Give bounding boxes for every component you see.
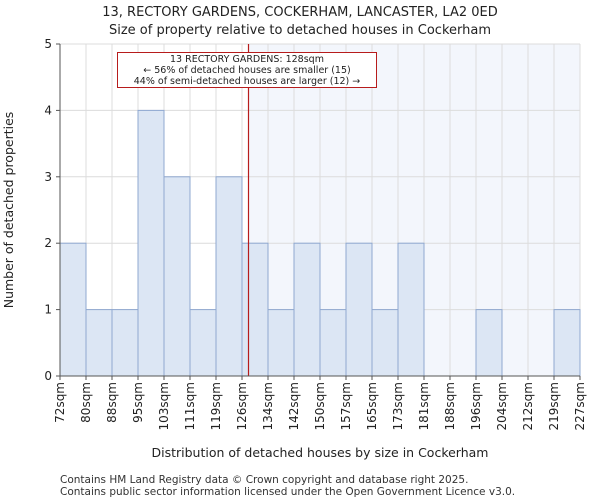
footer-copyright: Contains HM Land Registry data © Crown c… bbox=[60, 474, 469, 486]
bar bbox=[475, 309, 503, 377]
bar bbox=[59, 242, 87, 377]
bar bbox=[163, 176, 191, 377]
x-tick-label: 227sqm bbox=[573, 382, 587, 430]
x-tick-label: 204sqm bbox=[495, 382, 509, 430]
x-tick-label: 165sqm bbox=[365, 382, 379, 430]
bar bbox=[189, 309, 217, 377]
x-tick-label: 126sqm bbox=[235, 382, 249, 430]
x-tick-label: 88sqm bbox=[105, 382, 119, 423]
y-tick-label: 2 bbox=[44, 236, 52, 250]
bar bbox=[215, 176, 243, 377]
bar bbox=[397, 242, 425, 377]
property-annotation-box: 13 RECTORY GARDENS: 128sqm ← 56% of deta… bbox=[117, 52, 377, 88]
bar bbox=[293, 242, 321, 377]
x-tick-label: 150sqm bbox=[313, 382, 327, 430]
chart-title: Size of property relative to detached ho… bbox=[108, 23, 491, 38]
y-tick-label: 5 bbox=[44, 37, 52, 51]
bar bbox=[137, 109, 165, 377]
bar bbox=[241, 242, 269, 377]
annotation-line-property: 13 RECTORY GARDENS: 128sqm bbox=[170, 54, 324, 65]
x-tick-label: 134sqm bbox=[261, 382, 275, 430]
y-axis-title: Number of detached properties bbox=[1, 112, 16, 309]
x-tick-label: 103sqm bbox=[157, 382, 171, 430]
bar bbox=[267, 309, 295, 377]
x-tick-label: 111sqm bbox=[183, 382, 197, 430]
x-tick-label: 173sqm bbox=[391, 382, 405, 430]
x-tick-label: 188sqm bbox=[443, 382, 457, 430]
x-tick-label: 95sqm bbox=[131, 382, 145, 423]
x-tick-label: 157sqm bbox=[339, 382, 353, 430]
x-tick-label: 142sqm bbox=[287, 382, 301, 430]
x-tick-label: 181sqm bbox=[417, 382, 431, 430]
footer-licence: Contains public sector information licen… bbox=[60, 486, 516, 498]
bar bbox=[319, 309, 347, 377]
bar bbox=[111, 309, 139, 377]
x-tick-label: 212sqm bbox=[521, 382, 535, 430]
x-tick-label: 196sqm bbox=[469, 382, 483, 430]
x-tick-label: 72sqm bbox=[53, 382, 67, 423]
chart-title-address: 13, RECTORY GARDENS, COCKERHAM, LANCASTE… bbox=[102, 5, 498, 20]
bar bbox=[345, 242, 373, 377]
x-tick-label: 80sqm bbox=[79, 382, 93, 423]
y-tick-label: 3 bbox=[44, 170, 52, 184]
annotation-line-smaller: ← 56% of detached houses are smaller (15… bbox=[143, 65, 351, 76]
bar bbox=[553, 309, 581, 377]
bar bbox=[85, 309, 113, 377]
bar bbox=[371, 309, 399, 377]
x-tick-label: 219sqm bbox=[547, 382, 561, 430]
x-axis-title: Distribution of detached houses by size … bbox=[152, 445, 489, 460]
y-tick-label: 0 bbox=[44, 369, 52, 383]
x-tick-label: 119sqm bbox=[209, 382, 223, 430]
y-tick-label: 4 bbox=[44, 103, 52, 117]
annotation-line-larger: 44% of semi-detached houses are larger (… bbox=[133, 76, 361, 87]
y-tick-label: 1 bbox=[44, 303, 52, 317]
